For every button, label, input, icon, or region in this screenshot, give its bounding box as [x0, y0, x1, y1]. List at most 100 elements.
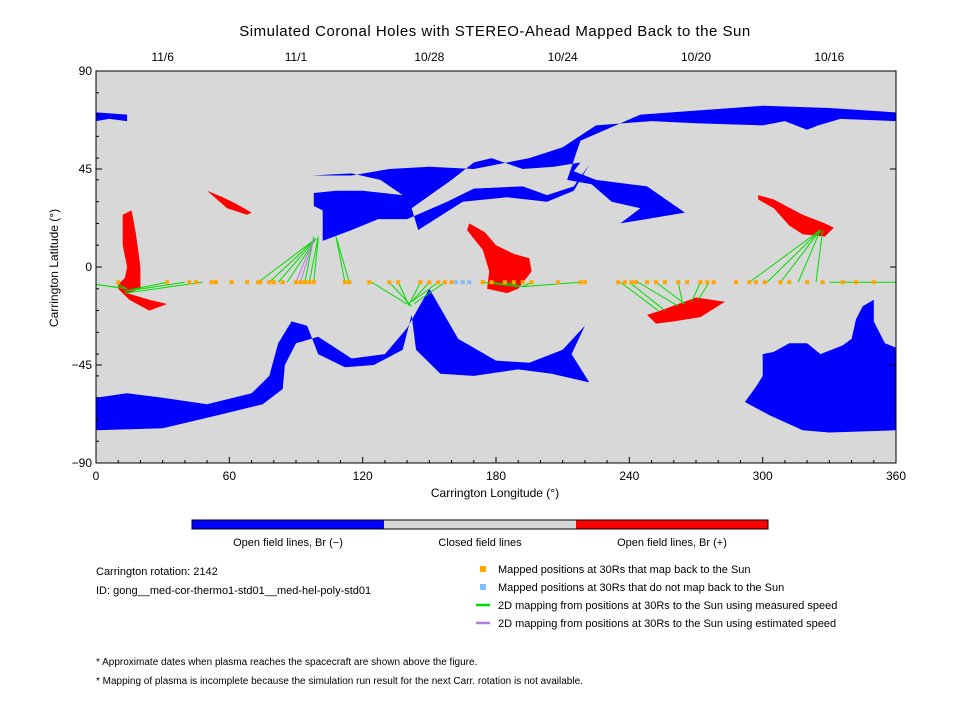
mapped-point-26 — [442, 280, 447, 285]
mapping-lines — [95, 229, 896, 311]
y-tick-label-4: −90 — [72, 456, 93, 470]
measured-mapping-line-18 — [411, 281, 439, 303]
mapped-point-52 — [754, 280, 758, 285]
mapped-point-4 — [209, 280, 214, 285]
measured-mapping-line-36 — [815, 229, 824, 283]
mapped-point-45 — [676, 280, 681, 285]
top-date-axis: 11/6 11/1 10/28 10/24 10/20 10/16 — [151, 50, 845, 77]
measured-mapping-line-11 — [335, 236, 346, 283]
mapped-point-48 — [705, 280, 710, 285]
legend-label-2: 2D mapping from positions at 30Rs to the… — [498, 600, 837, 612]
mapped-point-47 — [698, 280, 703, 285]
measured-mapping-line-10 — [313, 238, 319, 283]
chart-title: Simulated Coronal Holes with STEREO-Ahea… — [239, 23, 750, 40]
mapped-point-56 — [805, 280, 810, 285]
measured-mapping-line-25 — [620, 281, 659, 311]
coronal-hole-regions — [96, 105, 897, 433]
coronal-hole-negative-2 — [311, 105, 897, 241]
mapped-point-1 — [165, 280, 170, 285]
top-date-label-1: 11/1 — [285, 50, 308, 64]
top-date-label-4: 10/20 — [681, 50, 711, 64]
mapped-point-44 — [662, 280, 667, 285]
measured-mapping-line-6 — [277, 238, 317, 283]
mapped-point-43 — [654, 280, 658, 285]
mapped-point-10 — [267, 280, 272, 285]
coronal-hole-negative-0 — [96, 112, 128, 122]
mapped-point-11 — [271, 280, 276, 285]
mapped-point-13 — [294, 280, 298, 285]
mapped-point-55 — [787, 280, 792, 285]
mapped-point-3 — [194, 280, 198, 285]
mapped-point-46 — [685, 280, 690, 285]
mapped-point-17 — [311, 280, 316, 285]
mapped-points — [116, 280, 876, 285]
note-incomplete: * Mapping of plasma is incomplete becaus… — [96, 676, 583, 687]
coronal-hole-positive-8 — [758, 195, 834, 237]
coronal-hole-negative-1 — [96, 288, 590, 431]
mapped-point-39 — [622, 280, 627, 285]
mapped-point-9 — [258, 280, 263, 285]
y-tick-label-2: 0 — [85, 260, 92, 274]
mapped-point-20 — [367, 280, 372, 285]
x-axis-label: Carrington Longitude (°) — [431, 486, 559, 500]
measured-mapping-line-9 — [308, 236, 319, 283]
colorbar: Open field lines, Br (−) Closed field lin… — [191, 519, 769, 549]
measured-mapping-line-13 — [371, 281, 408, 305]
colorbar-label-1: Closed field lines — [438, 537, 522, 549]
measured-mapping-line-24 — [522, 281, 581, 288]
colorbar-frame — [191, 519, 769, 530]
measured-mapping-line-28 — [655, 281, 686, 305]
measured-mapping-line-12 — [335, 236, 350, 283]
measured-mapping-line-1 — [124, 281, 168, 292]
measured-mapping-line-27 — [637, 281, 679, 307]
mapped-point-18 — [342, 280, 347, 285]
coronal-hole-positive-7 — [647, 297, 725, 324]
mapped-point-19 — [347, 280, 352, 285]
mapped-point-31 — [502, 280, 507, 285]
mapped-point-22 — [396, 280, 401, 285]
mapped-point-12 — [280, 280, 285, 285]
measured-mapping-line-22 — [504, 281, 523, 288]
unmapped-point-1 — [460, 280, 465, 285]
carrington-rotation: Carrington rotation: 2142 — [96, 566, 218, 578]
x-tick-label-5: 300 — [753, 469, 773, 483]
measured-mapping-line-5 — [268, 238, 317, 283]
mapped-point-2 — [187, 280, 192, 285]
x-tick-label-2: 120 — [353, 469, 373, 483]
mapped-point-60 — [871, 280, 876, 285]
mapped-point-21 — [387, 280, 392, 285]
mapped-point-54 — [778, 280, 783, 285]
x-tick-label-6: 360 — [886, 469, 906, 483]
mapped-point-25 — [436, 280, 441, 285]
legend-marker-1 — [480, 584, 486, 590]
x-axis: 0 60 120 180 240 300 360 — [93, 457, 906, 483]
colorbar-label-0: Open field lines, Br (−) — [233, 537, 343, 549]
x-tick-label-3: 180 — [486, 469, 506, 483]
mapped-point-37 — [582, 280, 587, 285]
y-tick-label-1: 45 — [79, 162, 93, 176]
top-date-label-2: 10/28 — [414, 50, 444, 64]
measured-mapping-line-32 — [749, 229, 821, 283]
mapped-point-40 — [629, 280, 634, 285]
x-tick-label-0: 0 — [93, 469, 100, 483]
legend-label-3: 2D mapping from positions at 30Rs to the… — [498, 618, 836, 630]
measured-mapping-line-17 — [411, 281, 430, 303]
mapped-point-49 — [711, 280, 716, 285]
measured-mapping-line-30 — [691, 282, 701, 303]
x-tick-label-4: 240 — [619, 469, 639, 483]
measured-mapping-line-19 — [413, 281, 446, 305]
mapped-point-41 — [634, 280, 638, 285]
mapped-point-23 — [418, 280, 423, 285]
unmapped-point-0 — [454, 280, 458, 285]
measured-mapping-line-2 — [127, 281, 185, 292]
mapped-point-5 — [214, 280, 218, 285]
mapped-point-36 — [578, 280, 583, 285]
mapped-point-7 — [245, 280, 250, 285]
legend-label-1: Mapped positions at 30Rs that do not map… — [498, 582, 784, 594]
top-date-label-0: 11/6 — [151, 50, 174, 64]
mapped-point-14 — [298, 280, 303, 285]
measured-mapping-line-15 — [397, 282, 410, 307]
measured-mapping-line-4 — [257, 238, 317, 283]
colorbar-segment-1 — [384, 520, 576, 529]
